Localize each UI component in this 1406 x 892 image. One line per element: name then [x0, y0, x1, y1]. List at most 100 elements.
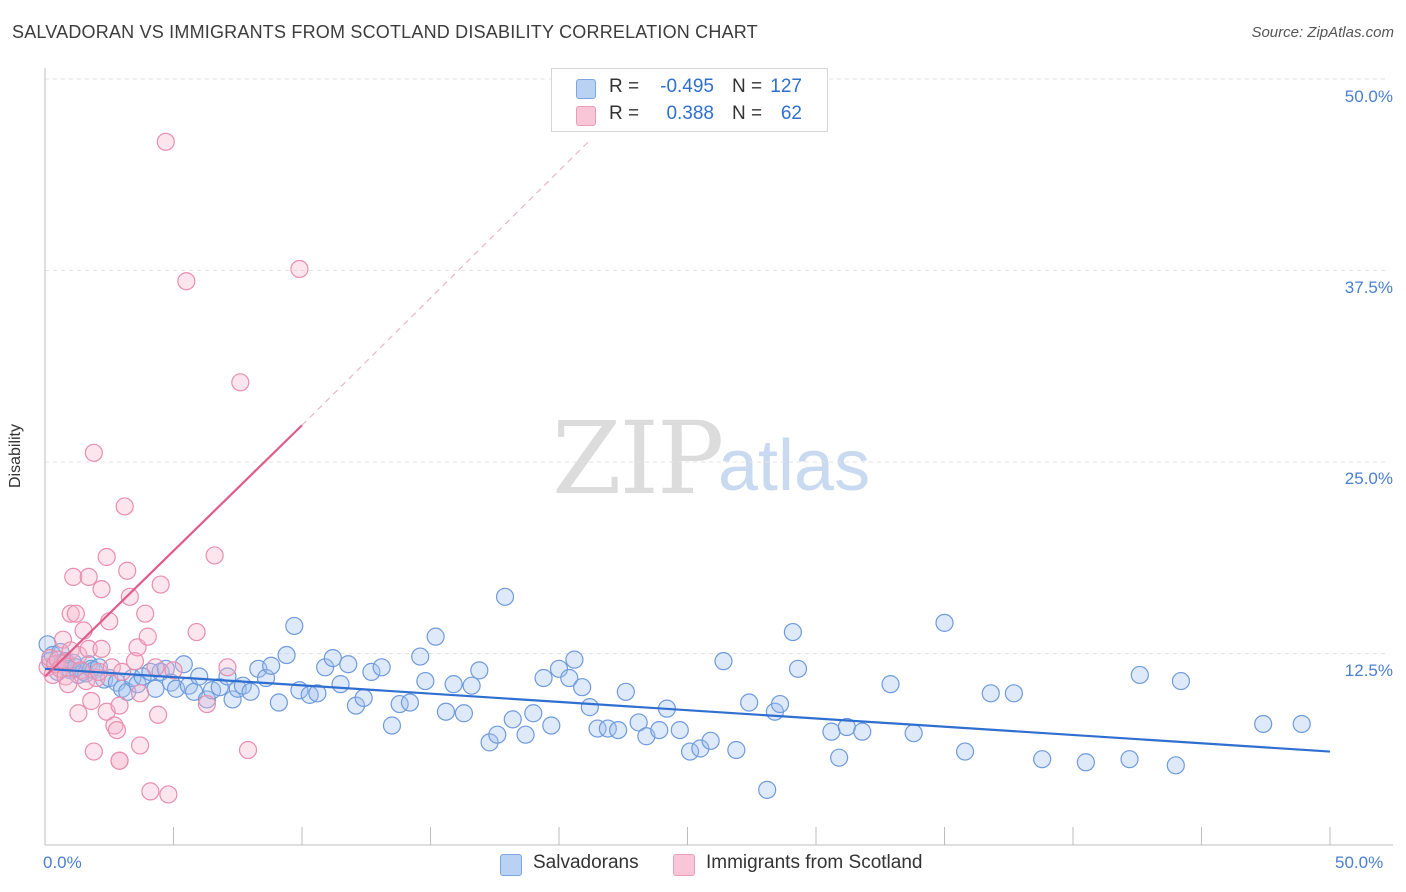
watermark-zip: ZIP	[552, 400, 724, 517]
scotland-point	[238, 740, 258, 760]
legend-n-label: N =	[732, 76, 763, 97]
salvadoran-point	[904, 724, 923, 743]
salvadoran-point	[981, 684, 1000, 703]
scotland-point	[79, 567, 98, 587]
salvadoran-point	[758, 780, 777, 799]
salvadoran-point	[580, 698, 599, 717]
trend-extension	[301, 139, 591, 426]
scotland-point	[231, 373, 250, 392]
scotland-point	[290, 259, 309, 279]
salvadoran-point	[262, 656, 281, 675]
scotland-point	[82, 691, 101, 711]
scotland-point	[125, 652, 145, 671]
salvadoran-point	[331, 675, 350, 694]
salvadoran-point	[285, 616, 304, 636]
salvadoran-point	[670, 720, 689, 740]
salvadoran-point	[339, 655, 358, 674]
y-tick-label: 37.5%	[1344, 278, 1393, 297]
salvadoran-point	[362, 662, 381, 681]
salvadoran-point	[323, 648, 342, 668]
y-tick-label: 12.5%	[1344, 661, 1393, 680]
salvadoran-point	[1033, 750, 1052, 769]
y-tick-label: 25.0%	[1344, 469, 1393, 488]
salvadoran-point	[436, 702, 456, 721]
salvadoran-point	[1166, 756, 1185, 775]
salvadoran-point	[955, 742, 975, 761]
scotland-point	[64, 567, 83, 587]
legend-n-value: 127	[770, 76, 802, 97]
salvadoran-point	[190, 667, 209, 686]
salvadoran-point	[680, 742, 700, 761]
salvadoran-point	[534, 668, 553, 688]
scotland-point	[66, 604, 85, 623]
legend-label: Immigrants from Scotland	[706, 852, 923, 873]
scotland-point	[110, 751, 129, 770]
salvadoran-point	[308, 684, 327, 703]
scotland-point	[74, 621, 93, 640]
salvadoran-point	[609, 720, 628, 740]
scotland-point	[92, 580, 111, 599]
salvadoran-point	[822, 722, 841, 741]
salvadoran-point	[372, 658, 391, 677]
salvadoran-point	[1292, 714, 1311, 734]
salvadoran-point	[197, 690, 217, 709]
scotland-point	[112, 662, 132, 681]
salvadoran-point	[174, 655, 193, 674]
salvadoran-point	[1171, 671, 1191, 691]
scotland-point	[61, 604, 80, 623]
legend-r-value: -0.495	[660, 76, 714, 97]
salvadoran-point	[1130, 665, 1149, 685]
scotland-point	[84, 443, 103, 462]
chart-title: SALVADORAN VS IMMIGRANTS FROM SCOTLAND D…	[12, 22, 758, 42]
salvadoran-point	[573, 678, 592, 697]
salvadoran-point	[488, 725, 507, 744]
scotland-point	[118, 561, 137, 580]
scotland-point	[107, 720, 127, 740]
salvadoran-point	[629, 713, 648, 732]
legend-label: Salvadorans	[533, 852, 639, 873]
scotland-point	[102, 658, 121, 677]
scotland-point	[120, 587, 139, 606]
salvadoran-point	[411, 647, 430, 666]
salvadoran-point	[770, 694, 790, 714]
pink-swatch	[576, 106, 596, 126]
salvadoran-point	[560, 668, 579, 688]
scotland-point	[187, 622, 206, 642]
legend-r-label: R =	[609, 103, 640, 124]
salvadoran-point	[346, 696, 366, 715]
scotland-point	[148, 705, 168, 724]
salvadoran-point	[853, 722, 872, 741]
salvadoran-point	[549, 659, 569, 678]
legend-n-label: N =	[732, 103, 763, 124]
salvadoran-point	[650, 720, 669, 740]
salvadoran-point	[788, 659, 808, 678]
scotland-point	[141, 782, 160, 801]
y-axis-label: Disability	[7, 423, 24, 489]
salvadoran-point	[454, 704, 474, 723]
salvadoran-point	[480, 733, 499, 752]
legend-n-value: 62	[780, 103, 802, 124]
salvadoran-point	[691, 739, 710, 758]
salvadoran-point	[269, 693, 288, 712]
scotland-point	[92, 639, 111, 659]
scotland-point	[97, 547, 116, 567]
watermark-atlas: atlas	[718, 426, 871, 506]
salvadoran-point	[542, 716, 561, 735]
scotland-point	[100, 612, 119, 631]
salvadoran-point	[416, 671, 435, 691]
scotland-point	[130, 684, 150, 703]
salvadoran-point	[223, 690, 242, 709]
source-label: Source: ZipAtlas.com	[1251, 24, 1394, 41]
salvadoran-point	[727, 740, 746, 760]
salvadoran-point	[316, 658, 335, 677]
scotland-point	[136, 604, 155, 623]
scotland-point	[156, 132, 175, 151]
legend-row-scotland: R = 0.388 N = 62	[552, 101, 827, 127]
scotland-trend-line	[44, 424, 303, 678]
x-tick-label: 50.0%	[1335, 853, 1384, 872]
salvadoran-point	[1120, 750, 1139, 769]
scotland-point	[138, 627, 157, 646]
scotland-point	[59, 675, 78, 694]
salvadoran-point	[830, 748, 849, 767]
scotland-point	[151, 575, 170, 594]
